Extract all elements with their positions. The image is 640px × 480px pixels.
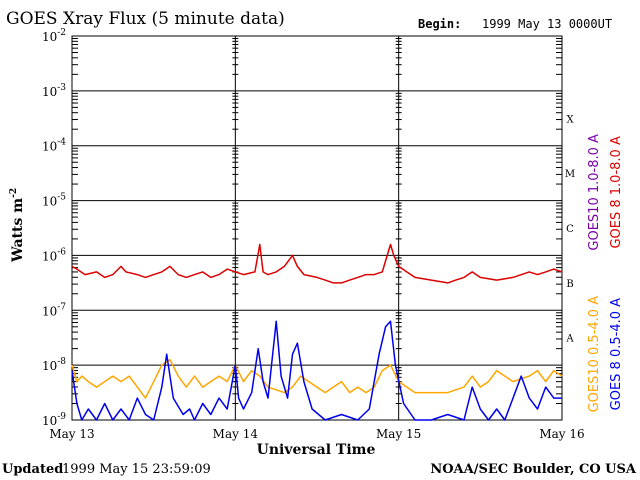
flare-class-a: A xyxy=(565,334,574,345)
gridlines xyxy=(72,36,562,420)
series-line-0 xyxy=(71,243,563,284)
y-tick-label: 10-8 xyxy=(42,357,66,373)
updated-value: 1999 May 15 23:59:09 xyxy=(62,462,211,477)
flare-class-labels: X M C B A xyxy=(565,114,575,344)
begin-value: 1999 May 13 0000UT xyxy=(482,17,612,31)
legend-entry: GOES 8 0.5-4.0 A xyxy=(609,298,624,410)
legend-entry: GOES 8 1.0-8.0 A xyxy=(609,136,624,248)
flare-class-c: C xyxy=(566,224,574,235)
credit-text: NOAA/SEC Boulder, CO USA xyxy=(430,462,637,477)
chart-title: GOES Xray Flux (5 minute data) xyxy=(6,9,285,29)
y-tick-label: 10-6 xyxy=(42,247,66,263)
legend: GOES 8 1.0-8.0 A GOES10 1.0-8.0 A GOES10 0… xyxy=(587,134,624,412)
x-tick-labels: May 13 May 14 May 15 May 16 xyxy=(49,427,584,441)
series-layer xyxy=(71,243,563,421)
plot-frame xyxy=(71,35,563,421)
flare-class-b: B xyxy=(566,279,573,290)
plot-border xyxy=(71,35,563,421)
series-line-2 xyxy=(71,358,563,399)
x-tick-label: May 15 xyxy=(376,427,421,441)
y-tick-label: 10-3 xyxy=(42,83,66,99)
flare-class-x: X xyxy=(566,114,574,125)
x-axis-title: Universal Time xyxy=(257,442,376,458)
y-tick-label: 10-4 xyxy=(42,138,66,154)
minor-ticks xyxy=(72,38,562,404)
y-axis-title: Watts m-2 xyxy=(9,188,26,263)
series-line-3 xyxy=(71,320,562,421)
legend-entry: GOES10 0.5-4.0 A xyxy=(587,296,602,413)
y-tick-label: 10-5 xyxy=(42,193,66,209)
x-tick-label: May 16 xyxy=(539,427,584,441)
y-tick-label: 10-9 xyxy=(42,412,66,428)
legend-entry: GOES10 1.0-8.0 A xyxy=(587,134,602,251)
flare-class-m: M xyxy=(565,169,575,180)
x-tick-label: May 13 xyxy=(49,427,94,441)
y-tick-label: 10-2 xyxy=(42,28,66,44)
y-tick-label: 10-7 xyxy=(42,302,66,318)
y-tick-labels: 10-2 10-3 10-4 10-5 10-6 10-7 10-8 10-9 xyxy=(42,28,66,428)
updated-label: Updated xyxy=(2,462,63,477)
x-tick-label: May 14 xyxy=(213,427,259,441)
begin-label: Begin: xyxy=(418,17,461,31)
